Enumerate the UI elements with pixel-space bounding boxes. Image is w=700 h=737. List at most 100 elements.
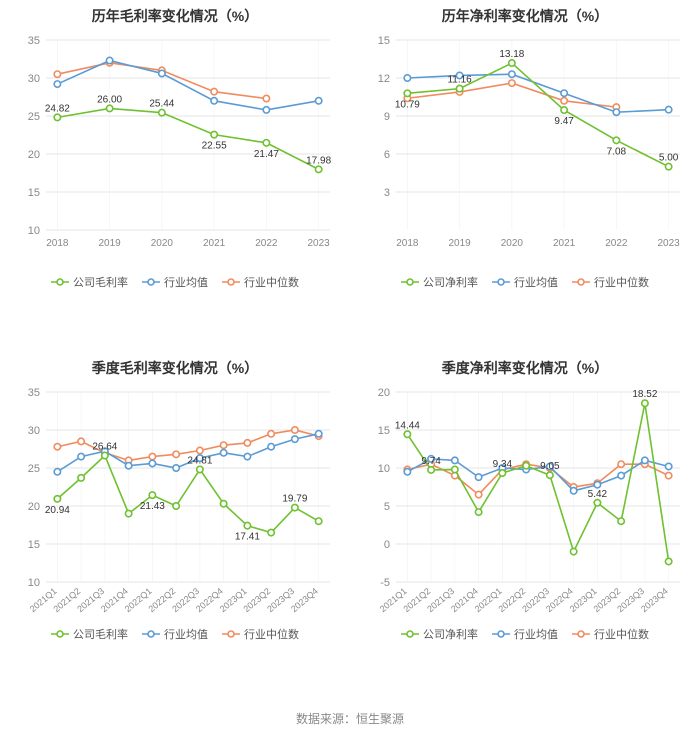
legend-item-company: 公司毛利率 xyxy=(51,274,128,290)
svg-text:35: 35 xyxy=(28,387,40,399)
svg-text:17.98: 17.98 xyxy=(306,155,331,166)
legend: 公司净利率 行业均值 行业中位数 xyxy=(352,274,698,290)
chart-svg: 10152025303520182019202020212022202324.8… xyxy=(10,30,340,270)
legend-item-company: 公司毛利率 xyxy=(51,626,128,642)
svg-text:25: 25 xyxy=(28,111,40,123)
svg-text:2019: 2019 xyxy=(448,238,471,249)
plot-area: 1015202530352021Q12021Q22021Q32021Q42022… xyxy=(10,382,340,622)
svg-text:10: 10 xyxy=(378,463,390,475)
legend-swatch xyxy=(51,277,69,287)
panel-annual-gross: 历年毛利率变化情况（%） 101520253035201820192020202… xyxy=(0,0,350,352)
legend: 公司毛利率 行业均值 行业中位数 xyxy=(2,626,348,642)
svg-text:15: 15 xyxy=(28,539,40,551)
svg-text:20: 20 xyxy=(28,149,40,161)
svg-text:10: 10 xyxy=(28,577,40,589)
chart-svg: 369121520182019202020212022202310.7911.1… xyxy=(360,30,690,270)
chart-svg: -5051015202021Q12021Q22021Q32021Q42022Q1… xyxy=(360,382,690,622)
legend-item-industry-avg: 行业均值 xyxy=(492,274,558,290)
legend-label: 行业均值 xyxy=(514,626,558,642)
legend-item-industry-avg: 行业均值 xyxy=(142,626,208,642)
legend-swatch xyxy=(222,629,240,639)
legend-swatch xyxy=(51,629,69,639)
legend-swatch xyxy=(142,277,160,287)
svg-text:20: 20 xyxy=(378,387,390,399)
legend-swatch xyxy=(492,277,510,287)
legend-label: 行业中位数 xyxy=(244,274,299,290)
legend-item-company: 公司净利率 xyxy=(401,626,478,642)
svg-text:9.74: 9.74 xyxy=(421,456,441,467)
svg-text:9.34: 9.34 xyxy=(493,459,513,470)
svg-text:19.79: 19.79 xyxy=(282,494,307,505)
chart-grid: 历年毛利率变化情况（%） 101520253035201820192020202… xyxy=(0,0,700,704)
svg-text:15: 15 xyxy=(378,35,390,47)
svg-text:17.41: 17.41 xyxy=(235,532,260,543)
svg-text:25.44: 25.44 xyxy=(149,99,174,110)
legend: 公司净利率 行业均值 行业中位数 xyxy=(352,626,698,642)
svg-text:5.00: 5.00 xyxy=(659,153,679,164)
legend-item-industry-median: 行业中位数 xyxy=(572,274,649,290)
chart-title: 季度净利率变化情况（%） xyxy=(352,358,698,378)
panel-quarterly-gross: 季度毛利率变化情况（%） 1015202530352021Q12021Q2202… xyxy=(0,352,350,704)
legend-label: 行业均值 xyxy=(164,274,208,290)
legend-label: 公司毛利率 xyxy=(73,274,128,290)
legend-label: 行业均值 xyxy=(164,626,208,642)
svg-text:2021: 2021 xyxy=(203,238,226,249)
plot-area: 10152025303520182019202020212022202324.8… xyxy=(10,30,340,270)
svg-text:30: 30 xyxy=(28,425,40,437)
svg-text:9: 9 xyxy=(384,111,390,123)
svg-text:18.52: 18.52 xyxy=(632,389,657,400)
plot-area: 369121520182019202020212022202310.7911.1… xyxy=(360,30,690,270)
svg-text:13.18: 13.18 xyxy=(499,49,524,60)
svg-text:2018: 2018 xyxy=(396,238,419,249)
svg-text:20.94: 20.94 xyxy=(45,505,70,516)
svg-text:2023Q4: 2023Q4 xyxy=(639,586,670,614)
svg-text:5: 5 xyxy=(384,501,390,513)
svg-text:2022: 2022 xyxy=(605,238,628,249)
legend-item-company: 公司净利率 xyxy=(401,274,478,290)
svg-text:30: 30 xyxy=(28,73,40,85)
legend-swatch xyxy=(401,629,419,639)
legend-label: 行业中位数 xyxy=(594,626,649,642)
legend-label: 行业中位数 xyxy=(244,626,299,642)
legend-label: 公司毛利率 xyxy=(73,626,128,642)
legend-swatch xyxy=(401,277,419,287)
svg-text:6: 6 xyxy=(384,149,390,161)
legend-swatch xyxy=(222,277,240,287)
legend-item-industry-avg: 行业均值 xyxy=(492,626,558,642)
svg-text:2022: 2022 xyxy=(255,238,278,249)
legend-swatch xyxy=(142,629,160,639)
svg-text:5.42: 5.42 xyxy=(588,489,608,500)
svg-text:15: 15 xyxy=(28,187,40,199)
svg-text:15: 15 xyxy=(378,425,390,437)
svg-text:2023Q4: 2023Q4 xyxy=(289,586,320,614)
svg-text:2021: 2021 xyxy=(553,238,576,249)
svg-text:2023: 2023 xyxy=(658,238,681,249)
svg-text:24.82: 24.82 xyxy=(45,103,70,114)
svg-text:7.08: 7.08 xyxy=(607,146,627,157)
legend-label: 公司净利率 xyxy=(423,626,478,642)
svg-text:2023: 2023 xyxy=(308,238,331,249)
legend-label: 公司净利率 xyxy=(423,274,478,290)
svg-text:9.47: 9.47 xyxy=(554,116,574,127)
legend-label: 行业均值 xyxy=(514,274,558,290)
chart-svg: 1015202530352021Q12021Q22021Q32021Q42022… xyxy=(10,382,340,622)
svg-text:20: 20 xyxy=(28,501,40,513)
svg-text:2020: 2020 xyxy=(151,238,174,249)
svg-text:0: 0 xyxy=(384,539,390,551)
svg-text:12: 12 xyxy=(378,73,390,85)
svg-text:3: 3 xyxy=(384,187,390,199)
legend-label: 行业中位数 xyxy=(594,274,649,290)
svg-text:2018: 2018 xyxy=(46,238,69,249)
chart-title: 历年净利率变化情况（%） xyxy=(352,6,698,26)
svg-text:10: 10 xyxy=(28,225,40,237)
svg-text:35: 35 xyxy=(28,35,40,47)
svg-text:24.81: 24.81 xyxy=(187,455,212,466)
chart-title: 季度毛利率变化情况（%） xyxy=(2,358,348,378)
chart-title: 历年毛利率变化情况（%） xyxy=(2,6,348,26)
svg-text:26.00: 26.00 xyxy=(97,94,122,105)
plot-area: -5051015202021Q12021Q22021Q32021Q42022Q1… xyxy=(360,382,690,622)
svg-text:11.16: 11.16 xyxy=(447,75,472,86)
panel-quarterly-net: 季度净利率变化情况（%） -5051015202021Q12021Q22021Q… xyxy=(350,352,700,704)
svg-text:22.55: 22.55 xyxy=(202,141,227,152)
svg-text:21.43: 21.43 xyxy=(140,501,165,512)
